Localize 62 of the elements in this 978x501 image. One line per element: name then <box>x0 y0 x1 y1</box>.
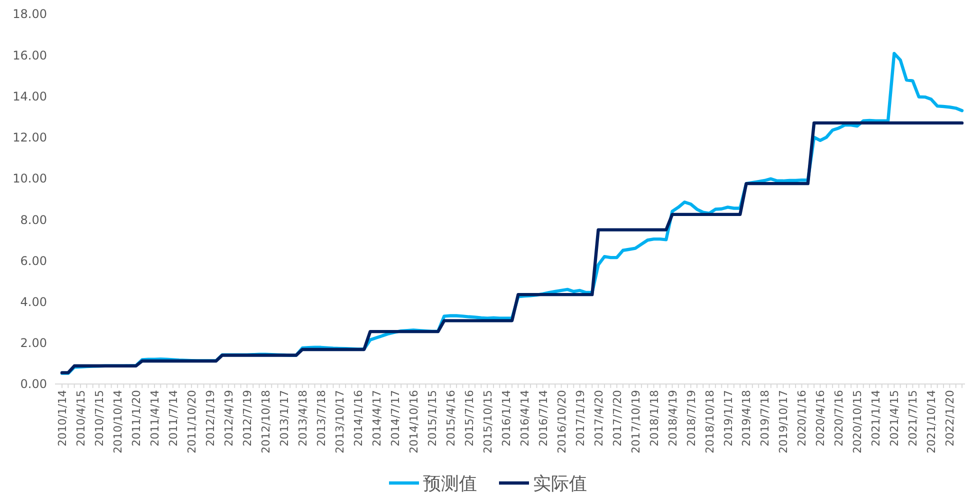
y-tick-label: 14.00 <box>12 89 47 104</box>
x-tick-label: 2015/10/15 <box>481 390 494 454</box>
x-tick-label: 2013/7/18 <box>314 390 328 446</box>
x-tick-label: 2017/10/19 <box>629 390 642 454</box>
x-tick-label: 2013/4/18 <box>296 390 310 446</box>
x-tick-label: 2010/4/15 <box>74 390 88 446</box>
x-tick-label: 2017/1/19 <box>574 390 587 446</box>
x-tick-label: 2018/4/19 <box>666 390 680 446</box>
y-tick-label: 0.00 <box>20 377 47 392</box>
x-tick-label: 2018/7/19 <box>684 390 698 446</box>
x-tick-label: 2021/7/15 <box>906 390 920 446</box>
y-tick-label: 16.00 <box>12 48 47 62</box>
x-tick-label: 2014/10/16 <box>407 390 420 454</box>
x-tick-label: 2021/10/14 <box>925 390 938 454</box>
x-tick-label: 2010/10/14 <box>111 390 124 454</box>
x-tick-label: 2013/10/17 <box>333 390 346 454</box>
x-tick-label: 2011/10/20 <box>185 390 198 454</box>
x-tick-label: 2018/10/18 <box>703 390 716 454</box>
x-tick-label: 2014/4/17 <box>370 390 384 446</box>
x-tick-label: 2012/4/19 <box>222 390 236 446</box>
y-tick-label: 4.00 <box>20 294 47 309</box>
x-tick-label: 2016/10/20 <box>555 390 568 454</box>
y-tick-label: 12.00 <box>12 130 47 145</box>
x-tick-label: 2019/7/18 <box>758 390 772 446</box>
legend-label: 实际值 <box>533 473 587 494</box>
line-series <box>60 121 964 374</box>
x-tick-label: 2010/1/14 <box>56 390 69 446</box>
x-tick-label: 2010/7/15 <box>92 390 106 446</box>
y-tick-label: 8.00 <box>20 212 47 227</box>
x-tick-label: 2018/1/18 <box>648 390 661 446</box>
x-tick-label: 2016/7/14 <box>536 390 550 446</box>
x-tick-label: 2019/4/18 <box>740 390 754 446</box>
x-tick-label: 2015/4/16 <box>444 390 458 446</box>
x-tick-label: 2017/4/20 <box>592 390 606 446</box>
x-tick-label: 2016/4/14 <box>518 390 532 446</box>
x-tick-label: 2012/1/19 <box>204 390 217 446</box>
x-tick-label: 2019/1/17 <box>722 390 735 446</box>
x-tick-label: 2013/1/17 <box>278 390 291 446</box>
x-tick-label: 2012/10/18 <box>259 390 272 454</box>
x-tick-label: 2014/1/16 <box>352 390 365 446</box>
legend-label: 预测值 <box>423 473 477 494</box>
x-tick-label: 2020/10/15 <box>851 390 864 454</box>
x-tick-label: 2015/1/15 <box>426 390 439 446</box>
x-tick-label: 2015/7/16 <box>462 390 476 446</box>
y-tick-label: 6.00 <box>20 254 47 268</box>
x-tick-label: 2022/1/20 <box>944 390 957 446</box>
x-tick-label: 2011/7/14 <box>166 390 180 446</box>
y-tick-label: 2.00 <box>20 336 47 350</box>
x-tick-label: 2017/7/20 <box>610 390 624 446</box>
x-tick-label: 2019/10/17 <box>777 390 790 454</box>
x-tick-label: 2021/4/15 <box>888 390 902 446</box>
x-tick-label: 2011/1/20 <box>130 390 143 446</box>
x-tick-label: 2014/7/17 <box>388 390 402 446</box>
y-tick-label: 18.00 <box>12 7 47 22</box>
x-tick-label: 2020/4/16 <box>814 390 828 446</box>
x-tick-label: 2011/4/14 <box>148 390 162 446</box>
y-tick-label: 10.00 <box>12 172 47 186</box>
x-tick-label: 2021/1/14 <box>870 390 883 446</box>
x-tick-label: 2020/7/16 <box>832 390 846 446</box>
x-tick-label: 2012/7/19 <box>240 390 254 446</box>
x-tick-label: 2016/1/14 <box>500 390 513 446</box>
x-tick-label: 2020/1/16 <box>796 390 809 446</box>
